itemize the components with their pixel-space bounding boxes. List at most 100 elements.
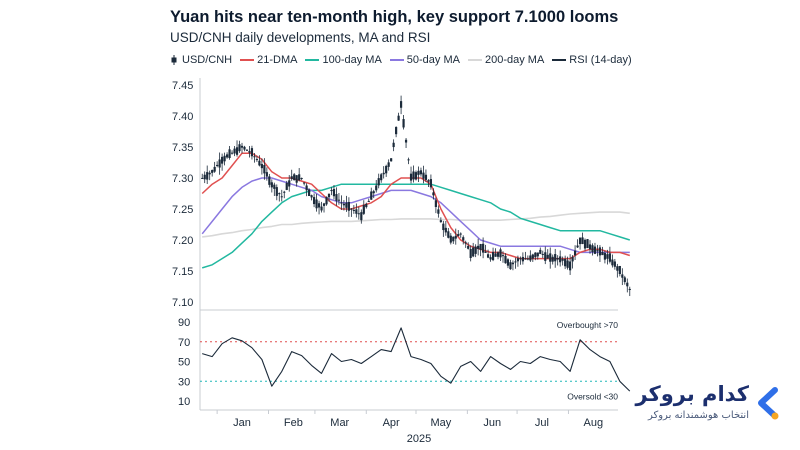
candle-body	[211, 170, 214, 173]
x-tick-label: May	[430, 417, 451, 429]
candle-body	[479, 243, 482, 250]
candle-body	[240, 145, 244, 148]
rsi-line	[202, 327, 631, 392]
legend-label: USD/CNH	[182, 54, 233, 66]
candle-body	[504, 255, 507, 264]
candle-body	[566, 260, 569, 268]
candle-body	[593, 246, 597, 254]
candle-body	[429, 179, 433, 188]
candle-body	[305, 185, 308, 191]
candle-body	[578, 237, 582, 245]
candle-body	[581, 237, 584, 245]
legend-item-4: 200-day MA	[467, 54, 544, 66]
price-tick-label: 7.15	[172, 266, 193, 278]
candle-body	[300, 177, 303, 179]
candle-body	[482, 243, 485, 253]
candle-body	[392, 142, 395, 148]
candle-body	[424, 174, 428, 180]
rsi-tick-label: 90	[178, 317, 190, 329]
candle-body	[407, 159, 410, 161]
x-tick-label: Aug	[584, 417, 604, 429]
price-tick-label: 7.20	[172, 235, 193, 247]
brand-logo: کدام بروکر انتخاب هوشمندانه بروکر	[635, 380, 783, 430]
candle-body	[486, 254, 490, 258]
candle-body	[250, 148, 254, 157]
candle-body	[303, 182, 306, 184]
candle-body	[531, 254, 534, 259]
candle-body	[521, 256, 524, 262]
price-tick-label: 7.30	[172, 173, 193, 185]
candle-body	[501, 255, 505, 257]
candle-body	[559, 256, 562, 263]
candle-body	[623, 277, 626, 283]
candle-body	[569, 261, 572, 271]
candle-body	[255, 159, 259, 161]
candle-body	[469, 249, 472, 258]
candle-body	[539, 249, 542, 254]
candle-body	[519, 258, 522, 260]
candle-body	[280, 196, 283, 198]
candle-body	[573, 250, 577, 256]
candle-body	[298, 174, 301, 181]
candle-body	[377, 178, 380, 186]
candle-body	[308, 189, 311, 197]
candle-body	[387, 162, 390, 167]
legend-item-0: USD/CNH	[170, 54, 232, 66]
candle-body	[243, 146, 246, 150]
candle-body	[223, 155, 226, 162]
candle-body	[618, 265, 621, 275]
candle-body	[454, 235, 457, 239]
candle-body	[322, 203, 326, 206]
legend-swatch	[305, 59, 320, 61]
candle-body	[576, 245, 579, 248]
candle-body	[248, 151, 251, 153]
price-tick-label: 7.35	[172, 142, 193, 154]
candle-body	[444, 227, 447, 233]
candle-body	[265, 172, 268, 177]
candle-body	[375, 185, 378, 191]
candle-body	[417, 170, 420, 175]
candle-body	[235, 147, 239, 155]
candle-body	[206, 172, 209, 180]
legend-swatch	[552, 59, 567, 61]
candle-body	[315, 199, 318, 209]
candle-body	[310, 195, 313, 198]
candle-body	[422, 172, 425, 179]
candle-body	[541, 253, 544, 255]
candle-body	[335, 194, 338, 201]
candle-body	[432, 192, 435, 196]
candle-body	[372, 191, 375, 194]
candle-body	[457, 234, 460, 237]
candle-body	[350, 208, 353, 210]
candle-body	[603, 253, 607, 260]
candle-body	[414, 172, 418, 180]
candle-body	[213, 166, 216, 172]
candle-body	[260, 164, 263, 169]
legend-item-1: 21-DMA	[240, 54, 297, 66]
brand-tagline: انتخاب هوشمندانه بروکر	[647, 410, 749, 421]
candle-body	[293, 174, 296, 181]
rsi-tick-label: 10	[178, 396, 190, 408]
candle-body	[230, 152, 234, 154]
brand-chevron-icon	[758, 387, 779, 420]
chart-subtitle: USD/CNH daily developments, MA and RSI	[170, 30, 431, 45]
chart-legend: USD/CNH 21-DMA 100-day MA 50-day MA 200-day …	[170, 54, 640, 66]
candle-body	[238, 144, 241, 152]
candle-body	[464, 242, 467, 244]
candle-body	[546, 254, 549, 259]
candle-body	[459, 233, 462, 235]
candle-body	[340, 202, 343, 204]
candle-body	[228, 149, 231, 159]
candle-body	[571, 256, 574, 262]
candle-body	[556, 258, 559, 260]
rsi-tick-label: 50	[178, 357, 190, 369]
legend-label: 100-day MA	[322, 54, 382, 66]
candle-body	[370, 191, 373, 200]
legend-swatch	[467, 59, 482, 61]
candle-body	[225, 154, 229, 158]
candle-body	[283, 191, 286, 193]
candle-body	[325, 196, 328, 205]
candle-body	[404, 139, 408, 143]
candle-body	[494, 253, 497, 257]
candle-body	[452, 236, 455, 242]
